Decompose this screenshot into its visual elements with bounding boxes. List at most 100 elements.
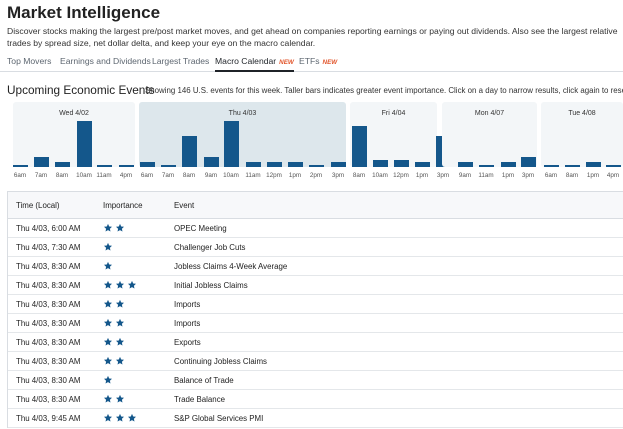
- event-bar[interactable]: [372, 160, 388, 167]
- hour-tick-label: 6am: [13, 172, 27, 179]
- table-row[interactable]: Thu 4/03, 7:30 AM Challenger Job Cuts: [8, 238, 623, 257]
- new-badge: NEW: [322, 59, 338, 66]
- importance-stars: [103, 257, 115, 275]
- event-bar[interactable]: [393, 160, 409, 167]
- event-bar[interactable]: [54, 162, 70, 167]
- hour-tick-label: 9am: [458, 172, 472, 179]
- star-icon: [115, 318, 125, 328]
- event-bar[interactable]: [330, 162, 346, 167]
- tab-largest-trades[interactable]: Largest Trades: [152, 56, 209, 72]
- importance-stars: [103, 314, 127, 332]
- day-panel-wed-4-02[interactable]: Wed 4/02: [12, 102, 135, 167]
- day-panel-mon-4-07[interactable]: Mon 4/07: [442, 102, 537, 167]
- new-badge: NEW: [279, 59, 294, 66]
- tab-earnings-and-dividends[interactable]: Earnings and Dividends: [60, 56, 151, 72]
- table-row[interactable]: Thu 4/03, 8:30 AM Trade Balance: [8, 390, 623, 409]
- header-time[interactable]: Time (Local): [16, 200, 60, 210]
- hour-tick-label: 3pm: [331, 172, 345, 179]
- hour-tick-label: 6am: [140, 172, 154, 179]
- event-time: Thu 4/03, 8:30 AM: [16, 337, 81, 347]
- event-bar[interactable]: [543, 165, 559, 167]
- event-name: Jobless Claims 4-Week Average: [174, 261, 288, 271]
- star-icon: [103, 242, 113, 252]
- hour-tick-label: 10am: [76, 172, 92, 179]
- day-label: Thu 4/03: [228, 110, 257, 117]
- event-bar[interactable]: [139, 162, 155, 167]
- tab-bar: Top Movers Earnings and Dividends Largest …: [0, 56, 623, 72]
- event-bar[interactable]: [12, 165, 28, 167]
- day-label: Wed 4/02: [59, 110, 89, 117]
- table-row[interactable]: Thu 4/03, 8:30 AM Imports: [8, 314, 623, 333]
- star-icon: [103, 394, 113, 404]
- tab-macro-calendar[interactable]: Macro Calendar NEW: [215, 56, 294, 72]
- tab-etfs[interactable]: ETFs NEW: [299, 56, 337, 72]
- hour-tick-label: 8am: [565, 172, 579, 179]
- event-bar[interactable]: [96, 165, 112, 167]
- hour-tick-label: 11am: [245, 172, 261, 179]
- hour-tick-label: 8am: [352, 172, 366, 179]
- day-label: Fri 4/04: [381, 110, 406, 117]
- importance-stars: [103, 295, 127, 313]
- event-time: Thu 4/03, 9:45 AM: [16, 413, 81, 423]
- event-name: Balance of Trade: [174, 375, 234, 385]
- event-bar[interactable]: [245, 162, 261, 167]
- table-row[interactable]: Thu 4/03, 8:30 AM Imports: [8, 295, 623, 314]
- tab-top-movers[interactable]: Top Movers: [7, 56, 51, 72]
- tab-label: Top Movers: [7, 56, 52, 66]
- event-bar[interactable]: [118, 165, 134, 167]
- table-row[interactable]: Thu 4/03, 8:30 AM Balance of Trade: [8, 371, 623, 390]
- star-icon: [115, 223, 125, 233]
- event-bar[interactable]: [33, 157, 49, 167]
- day-panel-tue-4-08[interactable]: Tue 4/08: [541, 102, 623, 167]
- hour-tick-label: 8am: [55, 172, 69, 179]
- event-bar[interactable]: [76, 121, 92, 167]
- hour-tick-label: 6am: [544, 172, 558, 179]
- event-bar[interactable]: [181, 136, 197, 167]
- star-icon: [115, 413, 125, 423]
- hour-tick-label: 4pm: [606, 172, 620, 179]
- tab-label: Largest Trades: [152, 56, 210, 66]
- event-name: Challenger Job Cuts: [174, 242, 246, 252]
- star-icon: [127, 280, 137, 290]
- day-panel-fri-4-04[interactable]: Fri 4/04: [350, 102, 451, 167]
- event-bar[interactable]: [457, 162, 473, 167]
- table-row[interactable]: Thu 4/03, 8:30 AM Continuing Jobless Clai…: [8, 352, 623, 371]
- event-bar[interactable]: [585, 162, 601, 167]
- event-name: OPEC Meeting: [174, 223, 227, 233]
- hour-tick-label: 1pm: [501, 172, 515, 179]
- star-icon: [103, 337, 113, 347]
- event-bar[interactable]: [351, 126, 367, 167]
- hour-tick-label: 7am: [34, 172, 48, 179]
- events-table: Time (Local) Importance Event Thu 4/03, …: [7, 191, 623, 428]
- header-importance[interactable]: Importance: [103, 200, 143, 210]
- table-row[interactable]: Thu 4/03, 8:30 AM Exports: [8, 333, 623, 352]
- event-bar[interactable]: [160, 165, 176, 167]
- event-bar[interactable]: [520, 157, 536, 167]
- hour-tick-label: 1pm: [586, 172, 600, 179]
- hour-tick-label: 3pm: [521, 172, 535, 179]
- event-bar[interactable]: [478, 165, 494, 167]
- event-bar[interactable]: [223, 121, 239, 167]
- table-row[interactable]: Thu 4/03, 8:30 AM Initial Jobless Claims: [8, 276, 623, 295]
- hour-tick-label: 11am: [478, 172, 494, 179]
- event-bar[interactable]: [266, 162, 282, 167]
- table-row[interactable]: Thu 4/03, 9:45 AM S&P Global Services PMI: [8, 409, 623, 428]
- event-bar[interactable]: [564, 165, 580, 167]
- event-time: Thu 4/03, 6:00 AM: [16, 223, 81, 233]
- header-event[interactable]: Event: [174, 200, 195, 210]
- day-panel-thu-4-03[interactable]: Thu 4/03: [139, 102, 346, 167]
- event-bar[interactable]: [287, 162, 303, 167]
- hour-tick-label: 7am: [161, 172, 175, 179]
- event-bar[interactable]: [203, 157, 219, 167]
- event-bar[interactable]: [414, 162, 430, 167]
- table-row[interactable]: Thu 4/03, 8:30 AM Jobless Claims 4-Week A…: [8, 257, 623, 276]
- event-bar[interactable]: [308, 165, 324, 167]
- event-bar[interactable]: [500, 162, 516, 167]
- event-bar[interactable]: [605, 165, 621, 167]
- hour-tick-label: 1pm: [415, 172, 429, 179]
- event-name: Exports: [174, 337, 201, 347]
- table-row[interactable]: Thu 4/03, 6:00 AM OPEC Meeting: [8, 219, 623, 238]
- event-name: Trade Balance: [174, 394, 226, 404]
- day-label: Tue 4/08: [568, 110, 596, 117]
- star-icon: [103, 223, 113, 233]
